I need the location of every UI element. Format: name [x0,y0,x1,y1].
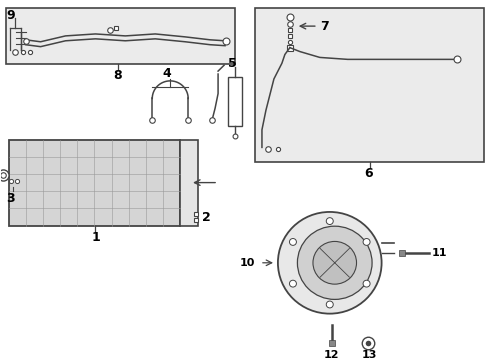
Text: 7: 7 [320,20,328,33]
Text: 9: 9 [7,9,15,22]
Circle shape [363,239,370,246]
Text: 10: 10 [240,258,255,268]
Text: 2: 2 [202,211,211,224]
Circle shape [313,242,357,284]
Bar [255,8,484,162]
Circle shape [290,280,296,287]
Bar [228,77,242,126]
Circle shape [278,212,382,314]
Circle shape [297,226,372,300]
Text: 4: 4 [162,67,171,80]
Text: 3: 3 [7,192,15,205]
Bar [9,140,180,226]
Text: 8: 8 [113,68,122,81]
Text: 11: 11 [432,248,447,258]
Text: 6: 6 [365,167,373,180]
Circle shape [363,280,370,287]
Circle shape [326,218,333,225]
Text: 5: 5 [228,57,237,70]
Bar [6,8,235,64]
Circle shape [290,239,296,246]
Text: 13: 13 [362,350,377,360]
Text: 12: 12 [324,350,339,360]
Circle shape [326,301,333,308]
Text: 1: 1 [92,231,100,244]
Bar [180,140,198,226]
